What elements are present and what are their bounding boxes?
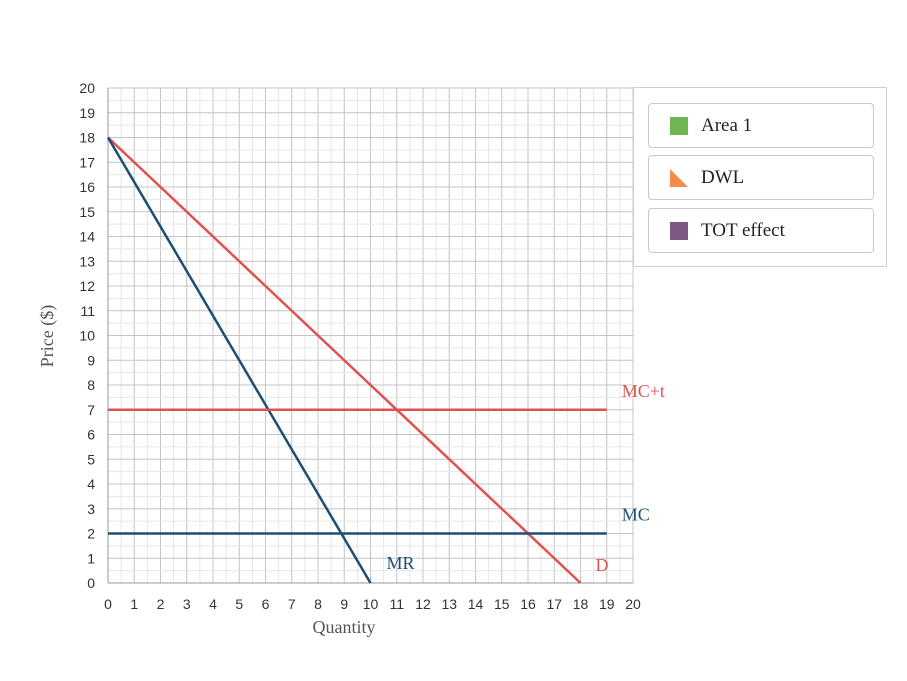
x-tick-label: 4 — [209, 596, 217, 612]
y-tick-label: 13 — [79, 253, 95, 269]
y-tick-label: 15 — [79, 204, 95, 220]
x-tick-label: 9 — [340, 596, 348, 612]
x-tick-label: 15 — [494, 596, 510, 612]
y-tick-label: 4 — [87, 476, 95, 492]
x-tick-label: 3 — [183, 596, 191, 612]
series-label-mr: MR — [387, 553, 415, 573]
series-line-mr — [106, 136, 372, 584]
y-tick-label: 2 — [87, 526, 95, 542]
y-tick-label: 19 — [79, 105, 95, 121]
x-tick-label: 8 — [314, 596, 322, 612]
x-tick-label: 18 — [573, 596, 589, 612]
x-tick-label: 19 — [599, 596, 615, 612]
x-tick-label: 0 — [104, 596, 112, 612]
y-tick-label: 12 — [79, 278, 95, 294]
series-label-mc-t: MC+t — [622, 381, 665, 401]
y-tick-label: 17 — [79, 154, 95, 170]
series-label-d: D — [596, 555, 609, 575]
x-tick-label: 20 — [625, 596, 641, 612]
dwl-swatch-icon — [670, 168, 688, 187]
legend-label: DWL — [701, 166, 745, 188]
x-tick-label: 14 — [468, 596, 484, 612]
x-tick-label: 16 — [520, 596, 536, 612]
x-tick-label: 12 — [415, 596, 431, 612]
y-tick-label: 16 — [79, 179, 95, 195]
y-axis-title: Price ($) — [37, 305, 58, 367]
y-tick-label: 8 — [87, 377, 95, 393]
y-tick-label: 11 — [80, 303, 95, 319]
legend-item-area-1[interactable]: Area 1 — [648, 103, 874, 148]
x-axis-title: Quantity — [313, 617, 376, 637]
x-tick-label: 11 — [389, 596, 404, 612]
y-tick-label: 18 — [79, 130, 95, 146]
x-axis-ticks: 0 1 2 3 4 5 6 7 8 9 10 11 12 13 14 15 16 17 18 19 20 — [104, 596, 641, 612]
area-1-swatch-icon — [670, 116, 688, 135]
legend-item-dwl[interactable]: DWL — [648, 155, 874, 200]
y-tick-label: 0 — [87, 575, 95, 591]
legend-label: Area 1 — [701, 114, 753, 136]
legend-item-tot-effect[interactable]: TOT effect — [648, 208, 874, 253]
y-tick-label: 1 — [87, 550, 95, 566]
y-tick-label: 5 — [87, 451, 95, 467]
y-tick-label: 14 — [79, 229, 95, 245]
x-tick-label: 13 — [441, 596, 457, 612]
y-tick-label: 6 — [87, 427, 95, 443]
x-tick-label: 2 — [157, 596, 165, 612]
x-tick-label: 17 — [546, 596, 562, 612]
legend-label: TOT effect — [701, 219, 785, 241]
tot-effect-swatch-icon — [670, 221, 688, 240]
series — [106, 136, 607, 584]
series-line-d — [107, 136, 582, 584]
series-label-mc: MC — [622, 505, 650, 525]
x-tick-label: 5 — [235, 596, 243, 612]
y-tick-label: 3 — [87, 501, 95, 517]
x-tick-label: 1 — [130, 596, 138, 612]
legend: Area 1 DWL TOT effect — [633, 87, 887, 267]
y-tick-label: 9 — [87, 352, 95, 368]
y-tick-label: 7 — [87, 402, 95, 418]
y-tick-label: 10 — [79, 328, 95, 344]
series-labels: D MR MC+t MC — [387, 381, 665, 575]
grid — [107, 87, 634, 584]
y-tick-label: 20 — [79, 80, 95, 96]
x-tick-label: 10 — [363, 596, 379, 612]
x-tick-label: 6 — [262, 596, 270, 612]
x-tick-label: 7 — [288, 596, 296, 612]
